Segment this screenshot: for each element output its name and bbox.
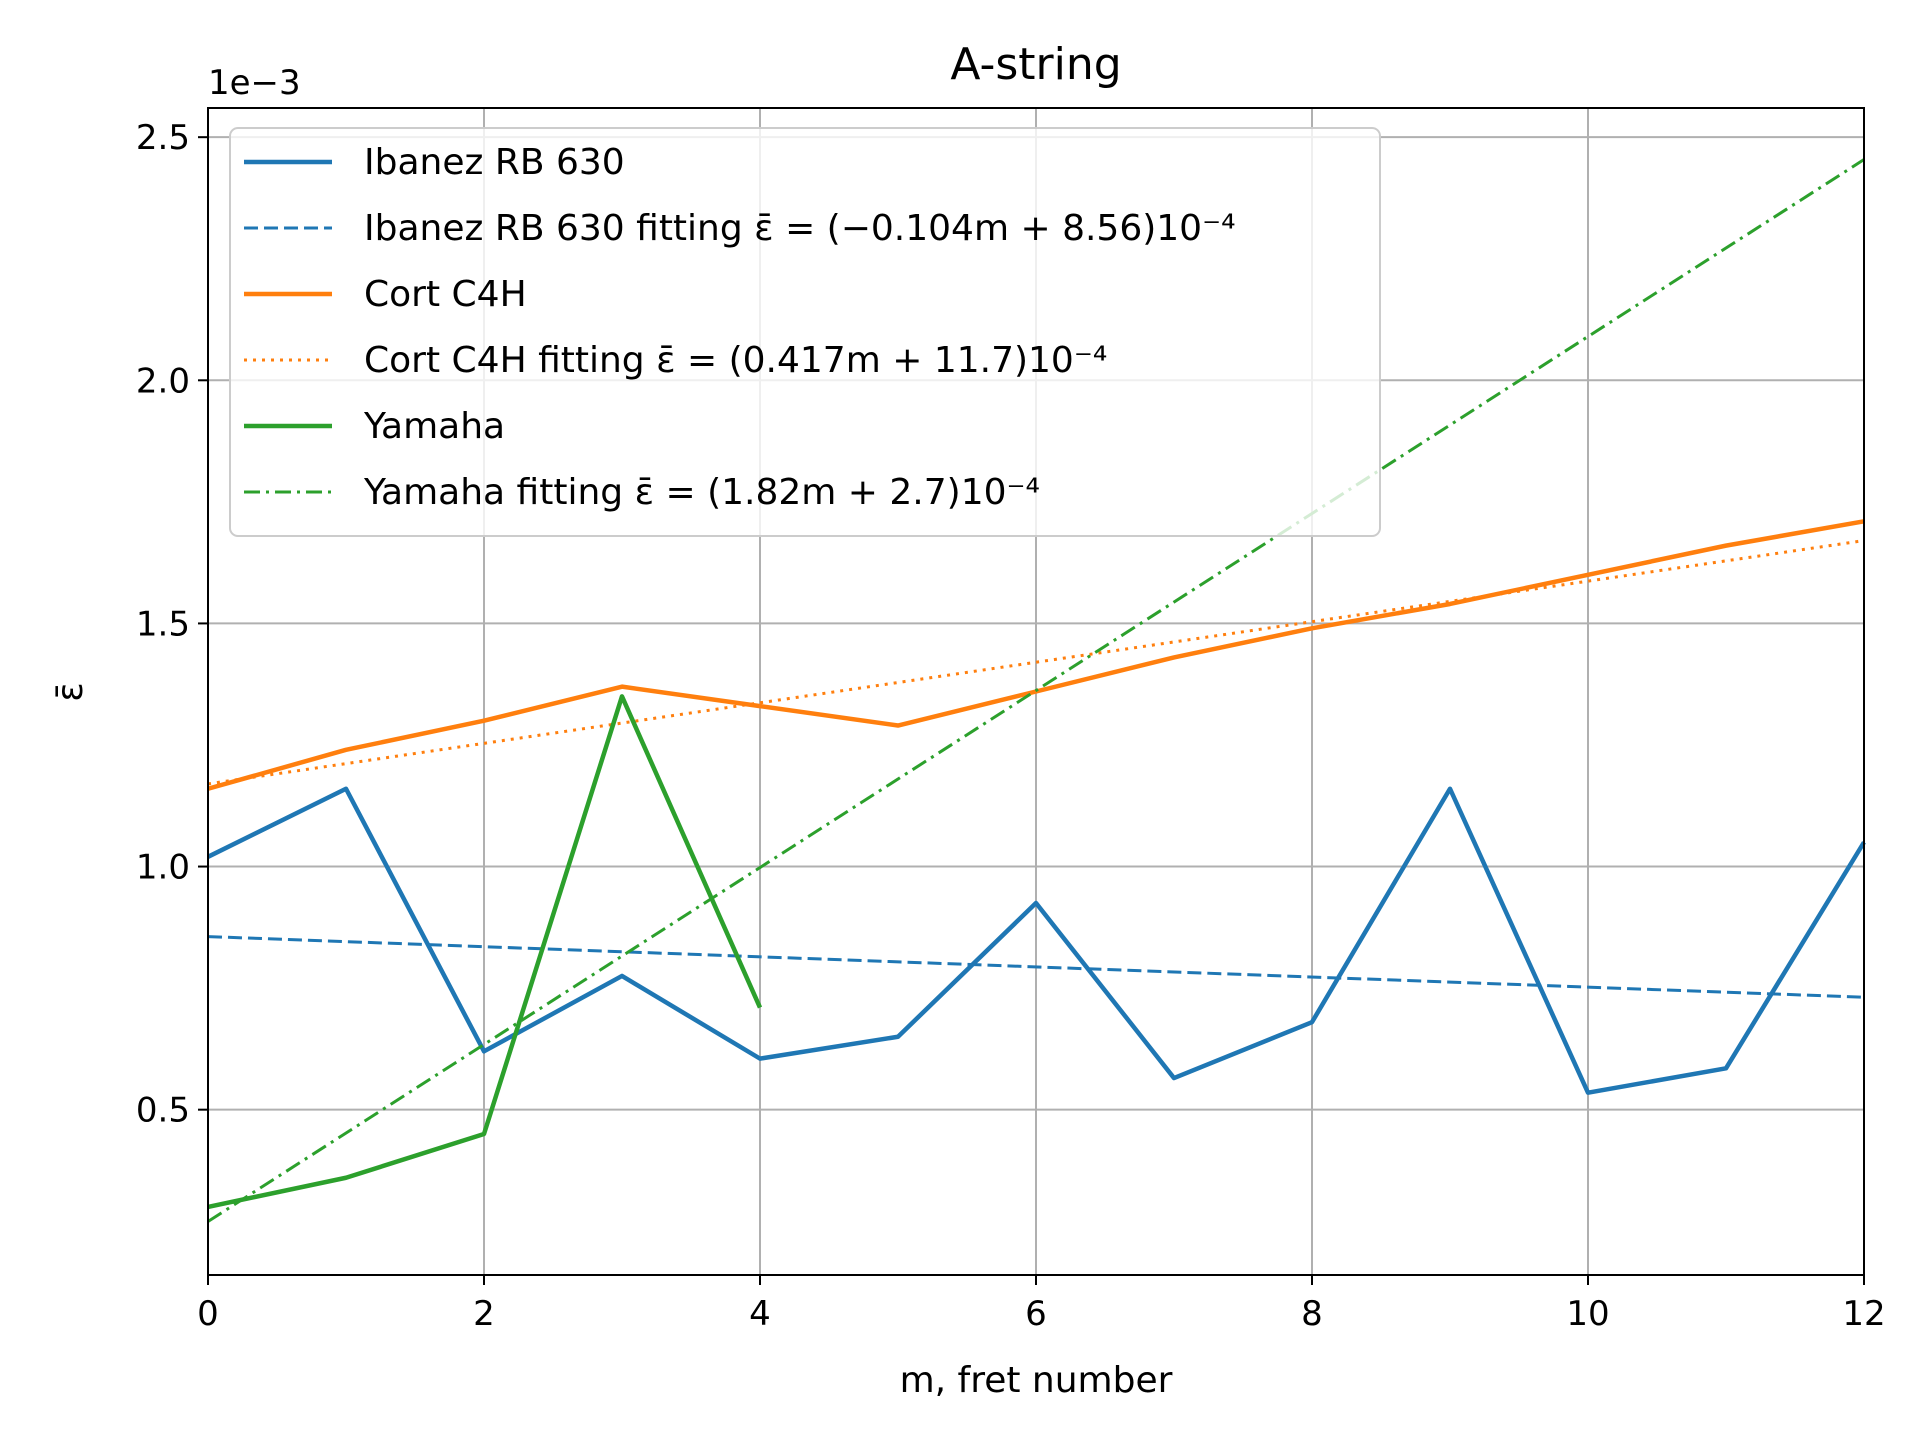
y-tick-label: 0.5 bbox=[136, 1091, 190, 1131]
y-offset-text: 1e−3 bbox=[208, 63, 301, 103]
legend-label-ibanez-rb-630: Ibanez RB 630 bbox=[364, 142, 625, 183]
x-tick-label: 6 bbox=[1025, 1294, 1047, 1334]
chart-title: A-string bbox=[950, 39, 1121, 90]
legend-label-yamaha: Yamaha bbox=[363, 406, 505, 447]
x-axis-label: m, fret number bbox=[900, 1360, 1173, 1401]
x-tick-label: 0 bbox=[197, 1294, 219, 1334]
legend-label-cort-c4h: Cort C4H bbox=[364, 274, 527, 315]
y-tick-label: 2.5 bbox=[136, 118, 190, 158]
x-tick-label: 8 bbox=[1301, 1294, 1323, 1334]
x-tick-label: 12 bbox=[1842, 1294, 1885, 1334]
legend-box bbox=[229, 127, 1381, 537]
y-axis: 0.5 1.0 1.5 2.0 2.5 bbox=[136, 118, 208, 1131]
x-tick-label: 4 bbox=[749, 1294, 771, 1334]
series-layer bbox=[207, 158, 1866, 1223]
x-tick-label: 2 bbox=[473, 1294, 495, 1334]
y-tick-label: 2.0 bbox=[136, 361, 190, 401]
series-line-ibanez-rb-630 bbox=[207, 786, 1866, 1095]
legend-label-ibanez-rb-630-fitting: Ibanez RB 630 fitting ε̄ = (−0.104m + 8.… bbox=[364, 208, 1236, 249]
legend-label-cort-c4h-fitting: Cort C4H fitting ε̄ = (0.417m + 11.7)10⁻… bbox=[364, 340, 1107, 381]
x-axis: 0 2 4 6 8 10 12 bbox=[197, 1275, 1886, 1334]
legend-label-yamaha-fitting: Yamaha fitting ε̄ = (1.82m + 2.7)10⁻⁴ bbox=[363, 472, 1040, 513]
y-axis-label: ε̄ bbox=[50, 682, 91, 701]
y-tick-label: 1.0 bbox=[136, 848, 190, 888]
series-line-ibanez-rb-630-fitting bbox=[207, 935, 1865, 999]
y-tick-label: 1.5 bbox=[136, 604, 190, 644]
x-tick-label: 10 bbox=[1566, 1294, 1609, 1334]
series-line-yamaha bbox=[207, 694, 763, 1210]
series-line-yamaha-fitting bbox=[207, 158, 1865, 1223]
legend: Ibanez RB 630 Ibanez RB 630 fitting ε̄ = … bbox=[229, 127, 1381, 537]
